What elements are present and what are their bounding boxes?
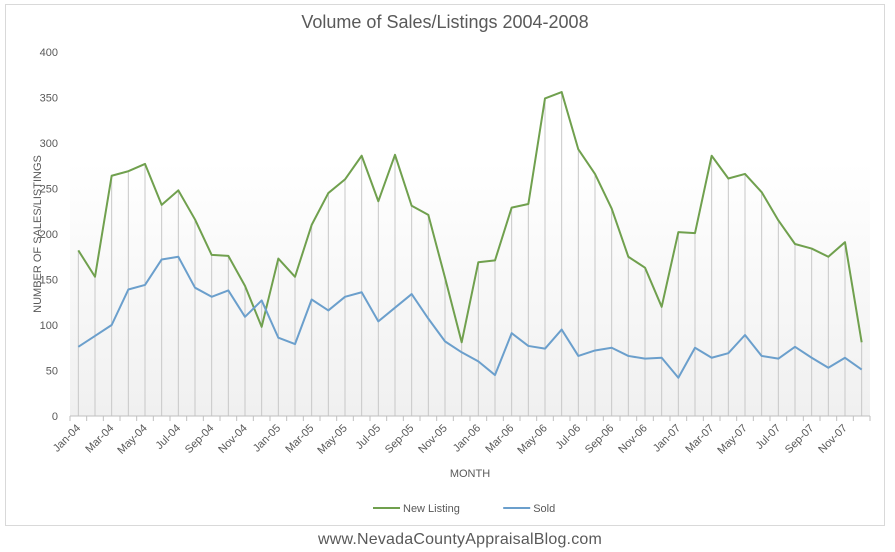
x-tick-label: May-06 [515, 422, 549, 456]
x-tick-label: Mar-05 [283, 422, 316, 455]
x-tick-label: Sep-07 [783, 422, 817, 456]
x-tick-label: Mar-07 [683, 422, 716, 455]
x-tick-label: Nov-04 [216, 422, 250, 456]
x-tick-label: Mar-04 [83, 422, 116, 455]
x-tick-label: Jan-07 [651, 422, 683, 454]
x-tick-label: Jan-04 [51, 422, 83, 454]
x-tick-label: Nov-07 [816, 422, 850, 456]
y-tick-label: 50 [46, 366, 58, 378]
x-tick-label: Nov-06 [616, 422, 650, 456]
y-tick-label: 0 [52, 411, 58, 423]
x-tick-label: Jul-05 [354, 422, 384, 452]
y-tick-label: 250 [40, 184, 58, 196]
footer-url: www.NevadaCountyAppraisalBlog.com [317, 531, 603, 548]
x-tick-label: Nov-05 [416, 422, 450, 456]
y-tick-label: 100 [40, 320, 58, 332]
y-tick-label: 400 [40, 47, 58, 59]
x-tick-label: Jan-06 [451, 422, 483, 454]
y-tick-label: 350 [40, 93, 58, 105]
x-tick-label: May-07 [715, 422, 749, 456]
x-tick-label: Sep-06 [583, 422, 617, 456]
x-tick-label: Jul-07 [754, 422, 784, 452]
x-tick-label: Sep-05 [383, 422, 417, 456]
x-tick-label: Jan-05 [251, 422, 283, 454]
x-tick-label: Jul-04 [154, 422, 184, 452]
x-tick-label: Sep-04 [183, 422, 217, 456]
y-tick-label: 200 [40, 229, 58, 241]
y-tick-label: 300 [40, 138, 58, 150]
y-axis-title: NUMBER OF SALES/LISTINGS [32, 155, 44, 313]
series-line-sold [77, 255, 863, 379]
x-tick-label: May-04 [115, 422, 149, 456]
legend-label: Sold [533, 503, 555, 515]
x-tick-label: May-05 [315, 422, 349, 456]
legend-label: New Listing [403, 503, 460, 515]
plot-background [70, 162, 870, 416]
y-tick-label: 150 [40, 275, 58, 287]
series-line-new-listing [77, 91, 863, 344]
chart-title: Volume of Sales/Listings 2004-2008 [301, 12, 589, 32]
x-tick-label: Jul-06 [554, 422, 584, 452]
x-axis-title: MONTH [450, 468, 490, 480]
x-tick-label: Mar-06 [483, 422, 516, 455]
